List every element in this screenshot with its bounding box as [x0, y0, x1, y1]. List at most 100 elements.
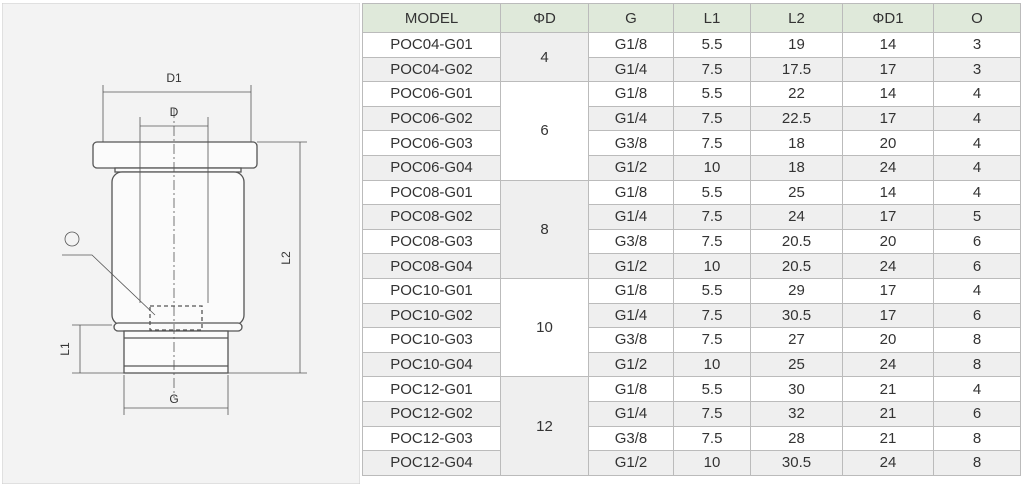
value-cell: 8: [933, 450, 1021, 476]
value-cell: 22.5: [750, 105, 843, 132]
bore-cell: 10: [500, 277, 589, 378]
value-cell: 20: [842, 228, 934, 255]
model-cell: POC10-G04: [362, 351, 501, 378]
value-cell: 3: [933, 56, 1021, 83]
value-cell: 4: [933, 376, 1021, 402]
value-cell: G3/8: [588, 327, 674, 353]
value-cell: 22: [750, 81, 843, 107]
model-cell: POC06-G04: [362, 154, 501, 181]
table-row: POC08-G04 G1/2 10 20.5 24 6: [362, 253, 1021, 279]
model-cell: POC10-G02: [362, 302, 501, 329]
value-cell: 17: [842, 105, 934, 132]
table-row: POC10-G03 G3/8 7.5 27 20 8: [362, 327, 1021, 353]
value-cell: 24: [842, 253, 934, 279]
value-cell: 8: [933, 351, 1021, 378]
value-cell: 5.5: [673, 376, 751, 402]
dim-label: D1: [166, 71, 182, 85]
value-cell: 32: [750, 400, 843, 427]
value-cell: 5.5: [673, 179, 751, 206]
value-cell: 3: [933, 32, 1021, 58]
value-cell: G1/8: [588, 32, 674, 58]
value-cell: G1/4: [588, 56, 674, 83]
value-cell: 7.5: [673, 327, 751, 353]
value-cell: G3/8: [588, 425, 674, 452]
spec-table: MODEL ΦD G L1 L2 ΦD1 O POC04-G01 4 G1/8 5.5 19 14 3 P…: [362, 3, 1021, 476]
model-cell: POC06-G03: [362, 130, 501, 156]
value-cell: 10: [673, 154, 751, 181]
value-cell: 4: [933, 179, 1021, 206]
value-cell: G1/4: [588, 400, 674, 427]
value-cell: 30: [750, 376, 843, 402]
value-cell: 7.5: [673, 204, 751, 230]
value-cell: 6: [933, 253, 1021, 279]
model-cell: POC12-G04: [362, 450, 501, 476]
value-cell: G1/8: [588, 277, 674, 304]
header-cell: O: [933, 3, 1021, 33]
model-cell: POC08-G04: [362, 253, 501, 279]
table-row: POC08-G02 G1/4 7.5 24 17 5: [362, 204, 1021, 230]
value-cell: G3/8: [588, 130, 674, 156]
value-cell: 7.5: [673, 228, 751, 255]
value-cell: G1/2: [588, 253, 674, 279]
value-cell: 30.5: [750, 450, 843, 476]
value-cell: 24: [750, 204, 843, 230]
value-cell: 7.5: [673, 302, 751, 329]
value-cell: G1/4: [588, 204, 674, 230]
value-cell: 4: [933, 154, 1021, 181]
header-cell: L1: [673, 3, 751, 33]
table-row: POC06-G02 G1/4 7.5 22.5 17 4: [362, 105, 1021, 132]
table-row: POC12-G02 G1/4 7.5 32 21 6: [362, 400, 1021, 427]
table-row: POC08-G03 G3/8 7.5 20.5 20 6: [362, 228, 1021, 255]
value-cell: G1/8: [588, 179, 674, 206]
value-cell: 10: [673, 450, 751, 476]
header-cell: G: [588, 3, 674, 33]
table-row: POC06-G04 G1/2 10 18 24 4: [362, 154, 1021, 181]
value-cell: 7.5: [673, 400, 751, 427]
value-cell: G1/2: [588, 351, 674, 378]
header-cell: ΦD: [500, 3, 589, 33]
value-cell: 5.5: [673, 32, 751, 58]
value-cell: 24: [842, 351, 934, 378]
drawing: D1 D L2 L1 G: [2, 3, 360, 484]
value-cell: 5.5: [673, 81, 751, 107]
bore-cell: 4: [500, 31, 589, 83]
value-cell: 14: [842, 81, 934, 107]
value-cell: 20.5: [750, 253, 843, 279]
value-cell: 18: [750, 154, 843, 181]
value-cell: 17: [842, 204, 934, 230]
table-row: POC04-G02 G1/4 7.5 17.5 17 3: [362, 56, 1021, 83]
value-cell: 18: [750, 130, 843, 156]
value-cell: 29: [750, 277, 843, 304]
value-cell: G3/8: [588, 228, 674, 255]
value-cell: 21: [842, 376, 934, 402]
table-row: POC12-G01 12 G1/8 5.5 30 21 4: [362, 376, 1021, 476]
bore-cell: 12: [500, 376, 589, 476]
value-cell: 6: [933, 228, 1021, 255]
value-cell: 21: [842, 400, 934, 427]
model-cell: POC04-G01: [362, 32, 501, 58]
value-cell: 7.5: [673, 105, 751, 132]
value-cell: 20.5: [750, 228, 843, 255]
value-cell: 7.5: [673, 425, 751, 452]
model-cell: POC10-G03: [362, 327, 501, 353]
model-cell: POC06-G02: [362, 105, 501, 132]
value-cell: 17: [842, 277, 934, 304]
table-row: POC06-G01 6 G1/8 5.5 22 14 4: [362, 81, 1021, 181]
value-cell: 27: [750, 327, 843, 353]
bore-cell: 6: [500, 81, 589, 181]
value-cell: 4: [933, 81, 1021, 107]
header-cell: L2: [750, 3, 843, 33]
model-cell: POC12-G03: [362, 425, 501, 452]
value-cell: 24: [842, 450, 934, 476]
value-cell: 4: [933, 130, 1021, 156]
value-cell: 17: [842, 302, 934, 329]
value-cell: 7.5: [673, 130, 751, 156]
value-cell: 8: [933, 425, 1021, 452]
value-cell: 10: [673, 253, 751, 279]
value-cell: 10: [673, 351, 751, 378]
table-row: POC12-G04 G1/2 10 30.5 24 8: [362, 450, 1021, 476]
value-cell: 17: [842, 56, 934, 83]
dimensions: [62, 85, 307, 415]
value-cell: G1/2: [588, 154, 674, 181]
